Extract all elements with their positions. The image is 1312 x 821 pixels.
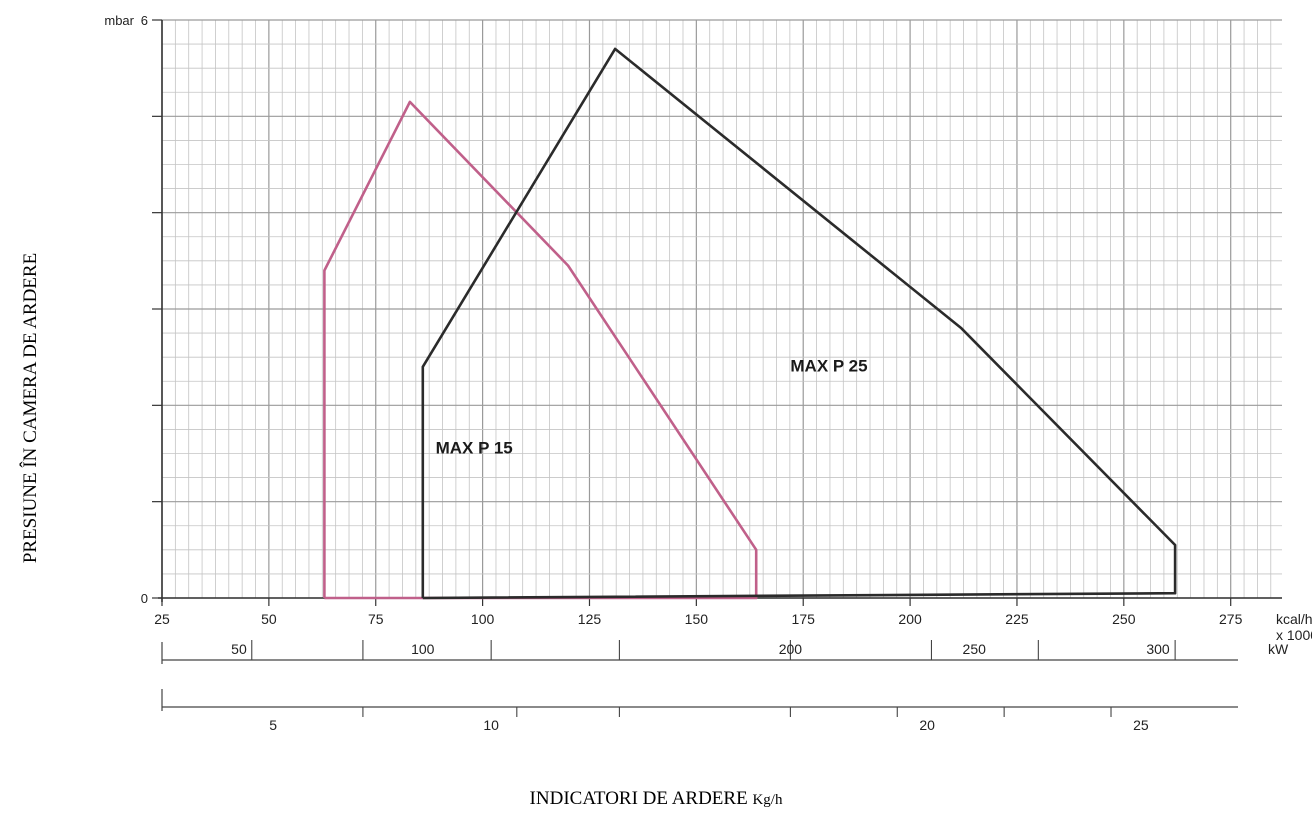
x-tick-label: 250 — [1112, 611, 1136, 627]
secondary-tick-label: 20 — [919, 717, 935, 733]
x-tick-label: 275 — [1219, 611, 1243, 627]
series — [323, 47, 1177, 600]
secondary-tick-label: 200 — [779, 641, 803, 657]
secondary-tick-label: 25 — [1133, 717, 1149, 733]
x-tick-label: 50 — [261, 611, 277, 627]
secondary-tick-label: 100 — [411, 641, 435, 657]
series-line-1 — [323, 100, 758, 600]
labels: MAX P 15 MAX P 25 — [436, 357, 868, 458]
y-tick-label: 0 — [141, 591, 148, 606]
axes: 0 6 mbar 25 50 75 100 125 150 175 200 225 250 275 kcal… — [104, 13, 1312, 643]
x-tick-label: 200 — [898, 611, 922, 627]
x-tick-label: 150 — [685, 611, 709, 627]
secondary-unit-label: kW — [1268, 641, 1289, 657]
series-label-2: MAX P 25 — [790, 357, 867, 376]
x-axis-title-unit: Kg/h — [752, 792, 783, 808]
secondary-tick-label: 50 — [231, 641, 247, 657]
x-tick-label: 100 — [471, 611, 495, 627]
x-axis-title-text: INDICATORI DE ARDERE — [529, 788, 748, 809]
x-unit-label-2: x 1000 — [1276, 627, 1312, 643]
secondary-tick-label: 300 — [1146, 641, 1170, 657]
y-tick-label: 6 — [141, 13, 148, 28]
secondary-tick-label: 10 — [483, 717, 499, 733]
x-axis-title: INDICATORI DE ARDERE Kg/h — [0, 788, 1312, 810]
x-tick-label: 75 — [368, 611, 384, 627]
y-unit-label: mbar — [104, 13, 134, 28]
x-tick-label: 175 — [792, 611, 816, 627]
secondary-axes: 50 100 200 250 300 kW 5 10 20 25 — [161, 640, 1289, 733]
x-tick-label: 125 — [578, 611, 602, 627]
secondary-tick-label: 250 — [963, 641, 987, 657]
series-line-2 — [421, 47, 1177, 600]
grid — [161, 19, 1282, 599]
x-tick-label: 225 — [1005, 611, 1029, 627]
x-tick-label: 25 — [154, 611, 170, 627]
x-unit-label: kcal/h — [1276, 611, 1312, 627]
y-axis-title: PRESIUNE ÎN CAMERA DE ARDERE — [20, 252, 41, 564]
series-label-1: MAX P 15 — [436, 439, 513, 458]
secondary-tick-label: 5 — [269, 717, 277, 733]
